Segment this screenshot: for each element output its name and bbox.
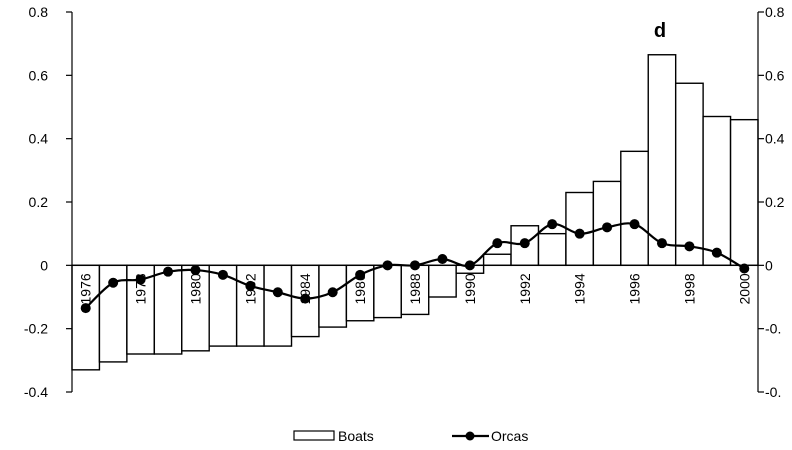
y-tick-label-right: 0.2 (765, 194, 785, 210)
x-tick-label: 1984 (297, 273, 313, 304)
boats-bar (592, 180, 622, 267)
x-tick-label: 1996 (627, 273, 643, 304)
boats-bar (428, 264, 457, 298)
x-tick-label: 1992 (517, 273, 533, 304)
orcas-marker (684, 241, 695, 252)
boats-bar (620, 150, 649, 267)
orcas-marker (217, 269, 228, 280)
orcas-marker (80, 303, 91, 314)
y-tick-label-left: -0.2 (24, 321, 48, 337)
orcas-marker (519, 238, 530, 249)
x-tick-label: 1986 (352, 273, 368, 304)
boats-bar (537, 232, 567, 267)
orcas-marker (492, 238, 503, 249)
y-tick-label-left: 0.8 (29, 4, 49, 20)
orcas-marker (190, 265, 201, 276)
legend: Boats Orcas (293, 428, 528, 444)
x-tick-label: 2000 (736, 273, 752, 304)
orcas-marker (135, 274, 146, 285)
orcas-marker (355, 269, 366, 280)
orcas-marker (574, 228, 585, 239)
orcas-marker (327, 287, 338, 298)
orcas-marker (410, 260, 420, 271)
x-tick-label: 1978 (133, 273, 149, 304)
orcas-marker (245, 280, 256, 291)
legend-boats-label: Boats (338, 428, 374, 444)
x-tick-label: 1994 (572, 273, 588, 304)
boats-bar (647, 54, 677, 267)
panel-label: d (654, 20, 666, 42)
y-tick-label-right: 0.4 (765, 131, 785, 147)
boats-bar (729, 118, 759, 267)
orcas-marker (711, 247, 722, 258)
year-labels: 1976 1978 1980 1982 1984 1986 1988 1990 1992 1994… (78, 273, 753, 304)
x-tick-label: 1976 (78, 273, 94, 304)
orcas-marker (300, 293, 311, 304)
orcas-marker (437, 254, 448, 264)
boats-bar (482, 253, 512, 267)
boats-bar (263, 264, 293, 347)
orcas-marker (163, 266, 174, 277)
y-tick-label-right: -0. (765, 384, 781, 400)
boats-bar (235, 264, 265, 347)
orcas-marker (464, 260, 475, 271)
boats-bar (153, 264, 183, 355)
y-tick-label-left: 0.6 (29, 67, 49, 83)
orcas-marker (272, 287, 283, 298)
boats-bar (373, 264, 402, 319)
y-tick-label-left: 0.2 (29, 194, 49, 210)
y-tick-label-left: 0.4 (29, 131, 49, 147)
x-tick-label: 1990 (462, 273, 478, 304)
boats-bars (71, 54, 759, 371)
x-tick-label: 1988 (407, 273, 423, 304)
x-tick-label: 1982 (242, 273, 258, 304)
y-tick-label-left: 0 (40, 257, 48, 273)
y-tick-label-right: 0.6 (765, 67, 785, 83)
y-tick-label-right: 0.8 (765, 4, 785, 20)
legend-orcas-label: Orcas (491, 428, 528, 444)
boats-bar (345, 264, 375, 322)
boats-bar (674, 82, 704, 267)
orcas-marker (656, 238, 667, 249)
orcas-marker (739, 263, 750, 274)
y-tick-label-right: -0. (765, 321, 781, 337)
orcas-marker (382, 260, 393, 271)
legend-boats-swatch (293, 430, 335, 441)
y-tick-label-left: -0.4 (24, 384, 48, 400)
boats-bar (400, 264, 430, 316)
y-tick-label-right: 0 (765, 257, 773, 273)
orcas-marker (602, 222, 613, 233)
boats-bar (702, 115, 732, 267)
x-tick-label: 1980 (187, 273, 203, 304)
x-tick-label: 1998 (681, 273, 697, 304)
legend-orcas-marker (465, 431, 475, 441)
orcas-series (80, 219, 750, 314)
orcas-marker (547, 219, 558, 230)
orcas-marker (629, 219, 640, 230)
orcas-marker (108, 277, 119, 288)
